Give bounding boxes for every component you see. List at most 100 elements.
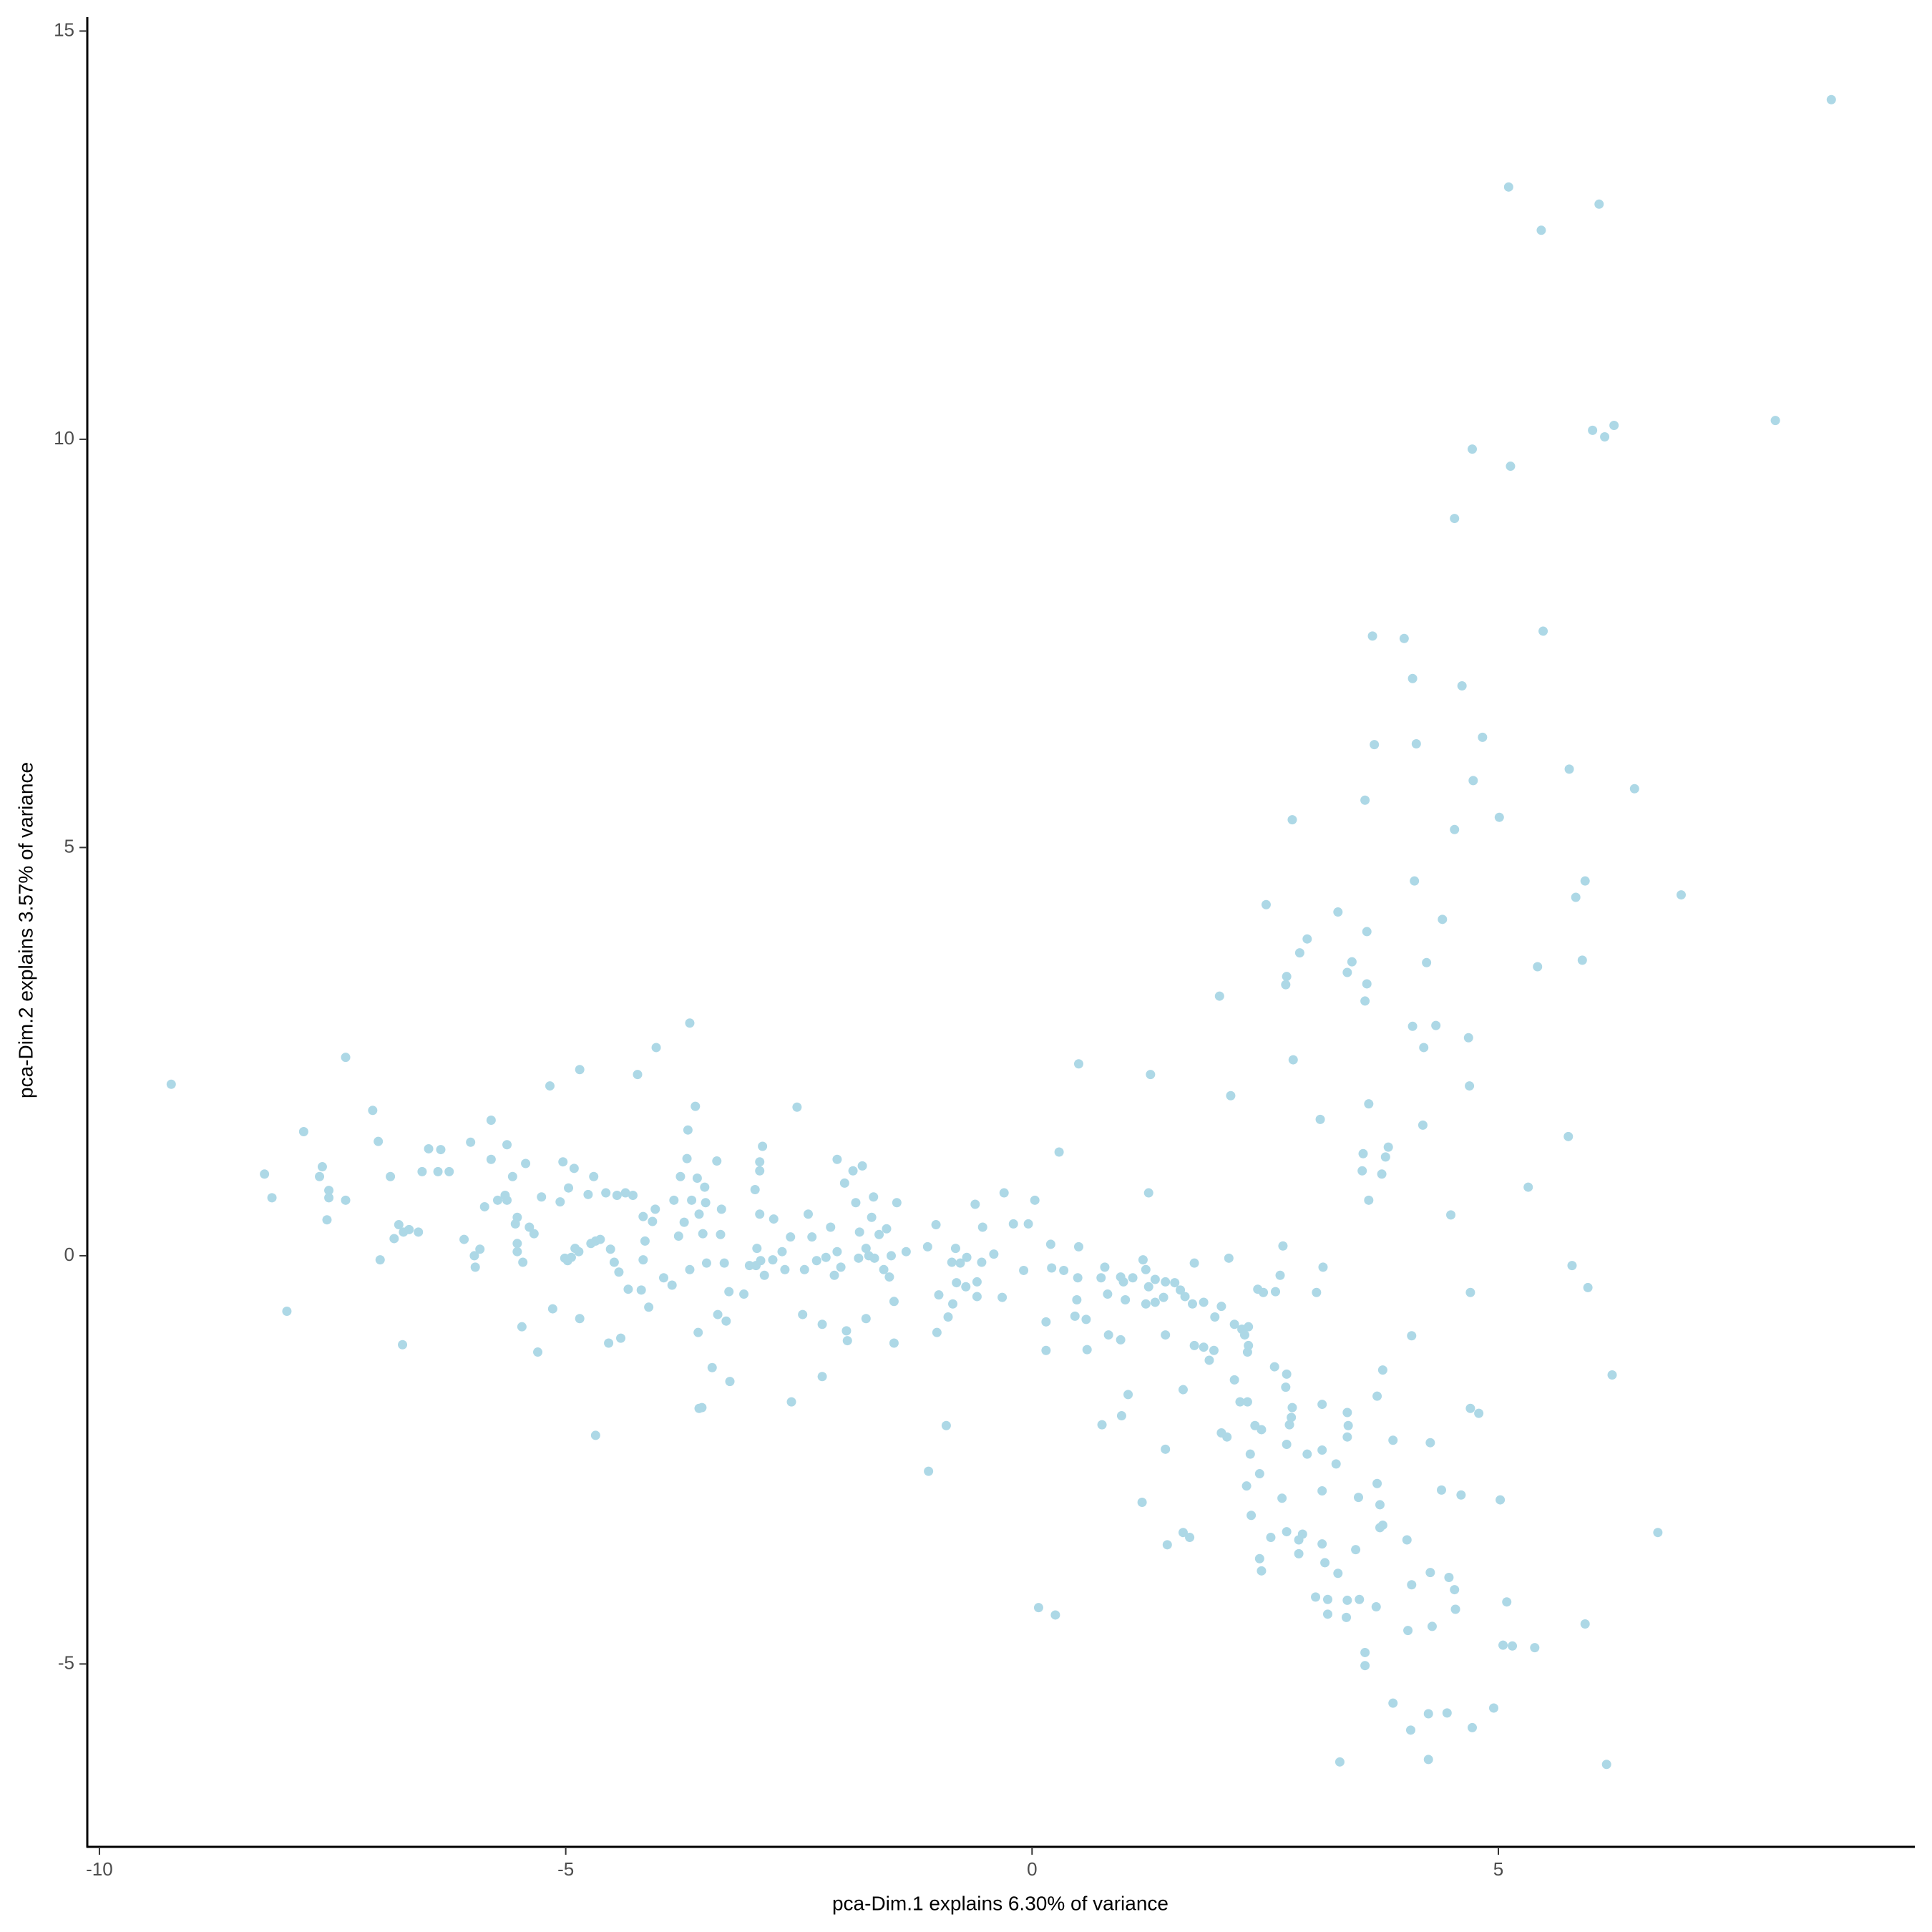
point	[725, 1377, 735, 1387]
point	[1287, 1402, 1297, 1413]
y-tick-label: 15	[54, 19, 74, 40]
point	[1506, 462, 1516, 472]
point	[1199, 1342, 1209, 1352]
point	[1425, 1568, 1435, 1578]
point	[1096, 1273, 1106, 1283]
point	[1450, 514, 1460, 524]
point	[1047, 1263, 1057, 1273]
point	[970, 1199, 980, 1209]
point	[1351, 1545, 1361, 1555]
point	[1214, 991, 1224, 1001]
point	[1302, 934, 1312, 944]
point	[1407, 1331, 1417, 1341]
point	[691, 1101, 701, 1111]
point	[955, 1258, 965, 1268]
point	[533, 1347, 543, 1357]
point	[1418, 1120, 1428, 1130]
point	[1403, 1626, 1413, 1636]
point	[931, 1220, 941, 1230]
point	[1138, 1255, 1148, 1265]
point	[685, 1018, 695, 1028]
point	[267, 1193, 277, 1203]
point	[713, 1309, 723, 1319]
point	[1322, 1594, 1332, 1604]
point	[1465, 1287, 1475, 1297]
point	[1342, 967, 1352, 977]
point	[854, 1227, 864, 1237]
point	[857, 1161, 867, 1171]
point	[322, 1215, 332, 1225]
point	[1287, 1413, 1297, 1423]
point	[616, 1333, 626, 1343]
point	[1360, 795, 1370, 805]
point	[1317, 1400, 1327, 1410]
point	[1536, 225, 1546, 235]
point	[1331, 1459, 1341, 1469]
point	[798, 1309, 808, 1319]
point	[648, 1216, 658, 1226]
point	[1116, 1335, 1126, 1345]
point	[1123, 1390, 1133, 1400]
point	[1150, 1274, 1160, 1284]
point	[1282, 972, 1292, 982]
point	[999, 1188, 1009, 1198]
point	[1431, 1020, 1441, 1030]
point	[459, 1234, 469, 1244]
point	[1261, 899, 1271, 909]
point	[1372, 1478, 1382, 1488]
point	[1239, 1330, 1249, 1340]
point	[700, 1182, 710, 1192]
point	[697, 1402, 707, 1413]
point	[962, 1252, 972, 1262]
point	[444, 1166, 454, 1176]
point	[1161, 1444, 1171, 1454]
point	[1450, 1604, 1460, 1614]
point	[972, 1277, 982, 1287]
point	[1288, 1055, 1298, 1065]
point	[1538, 626, 1548, 636]
point	[941, 1420, 951, 1430]
point	[640, 1236, 650, 1246]
point	[1411, 738, 1421, 748]
point	[1465, 1081, 1475, 1091]
point	[1502, 1597, 1512, 1607]
point	[636, 1285, 646, 1295]
point	[948, 1299, 958, 1309]
point	[612, 1190, 622, 1200]
point	[707, 1362, 717, 1372]
point	[1478, 732, 1488, 742]
point	[650, 1204, 660, 1214]
point	[1242, 1347, 1252, 1357]
point	[1438, 914, 1448, 924]
point	[324, 1193, 334, 1203]
point	[1530, 1643, 1540, 1653]
point	[1456, 1490, 1466, 1500]
point	[1594, 199, 1604, 209]
point	[1564, 764, 1574, 774]
point	[1360, 1647, 1370, 1657]
point	[433, 1166, 443, 1176]
point	[1583, 1282, 1593, 1292]
point	[564, 1183, 574, 1193]
point	[166, 1079, 176, 1089]
point	[1498, 1640, 1508, 1650]
point	[436, 1145, 446, 1155]
point	[804, 1209, 814, 1219]
point	[1170, 1278, 1180, 1288]
point	[1244, 1322, 1254, 1332]
point	[1302, 1449, 1312, 1459]
point	[605, 1244, 615, 1254]
point	[1143, 1188, 1153, 1198]
point	[1281, 980, 1291, 990]
point	[1362, 979, 1372, 989]
point	[566, 1252, 576, 1262]
point	[683, 1125, 693, 1135]
point	[315, 1171, 325, 1181]
point	[687, 1195, 697, 1205]
point	[1360, 996, 1370, 1006]
point	[1269, 1362, 1279, 1372]
point	[892, 1198, 902, 1208]
point	[1468, 444, 1478, 454]
point	[512, 1212, 522, 1222]
